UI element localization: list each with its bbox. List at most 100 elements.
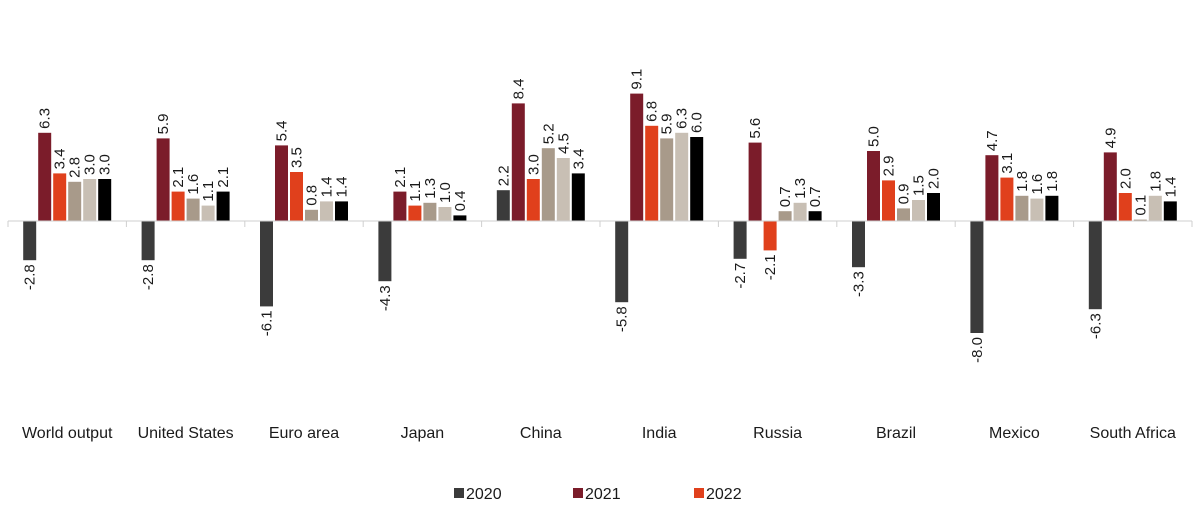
data-label: 5.9	[659, 114, 676, 135]
data-label: -3.3	[851, 271, 868, 297]
category-label: World output	[22, 425, 113, 442]
bar	[748, 142, 762, 221]
data-label: 4.5	[555, 133, 572, 154]
bar	[615, 221, 629, 303]
data-label: 3.0	[525, 154, 542, 175]
bar	[216, 191, 230, 221]
bar	[335, 201, 348, 221]
bar	[408, 205, 422, 221]
bar	[852, 221, 865, 268]
bar	[290, 172, 303, 221]
data-label: 5.4	[274, 121, 291, 142]
data-label: -8.0	[969, 337, 986, 363]
data-label: -2.1	[762, 254, 779, 280]
data-label: -4.3	[377, 285, 394, 311]
bar	[763, 221, 777, 251]
bar	[1133, 219, 1147, 221]
bar	[453, 215, 467, 221]
data-label: 5.6	[747, 118, 764, 139]
bar	[1030, 198, 1044, 221]
category-label: Japan	[401, 425, 445, 442]
data-label: 9.1	[629, 69, 646, 90]
bar	[156, 138, 170, 221]
bar	[897, 208, 910, 221]
bar	[68, 181, 82, 221]
bar	[423, 202, 437, 221]
bar	[970, 221, 984, 333]
data-label: 1.6	[185, 174, 202, 195]
data-label: -6.1	[259, 310, 276, 336]
data-label: 3.0	[97, 154, 114, 175]
bar	[793, 202, 807, 221]
data-label: 8.4	[510, 79, 527, 100]
bar	[778, 211, 792, 221]
data-label: -2.7	[732, 263, 749, 289]
bar	[53, 173, 67, 221]
bar	[171, 191, 185, 221]
data-label: 1.0	[437, 182, 454, 203]
legend: 2020 2021 2022	[454, 486, 742, 503]
category-label: Euro area	[269, 425, 339, 442]
legend-label: 2020	[466, 486, 502, 503]
data-label: -2.8	[140, 264, 157, 290]
data-labels-layer: -2.86.33.42.83.03.0-2.85.92.11.61.12.1-6…	[22, 69, 1180, 363]
data-label: 1.3	[422, 178, 439, 199]
data-label: 1.5	[911, 175, 928, 196]
bar	[808, 211, 822, 221]
bar	[541, 148, 555, 221]
data-label: 6.8	[644, 101, 661, 122]
legend-swatch	[454, 488, 464, 498]
bar	[260, 221, 273, 307]
data-label: 0.1	[1132, 195, 1149, 216]
data-label: 2.0	[1117, 168, 1134, 189]
data-label: 1.3	[792, 178, 809, 199]
data-label: 5.9	[155, 114, 172, 135]
data-label: 4.9	[1102, 128, 1119, 149]
legend-label: 2022	[706, 486, 742, 503]
bar	[83, 179, 97, 221]
bar	[201, 205, 215, 221]
bar	[1015, 195, 1029, 221]
bar	[912, 200, 925, 221]
bar	[1103, 152, 1117, 221]
bar	[645, 125, 659, 221]
bar	[275, 145, 288, 221]
data-label: 1.8	[1044, 171, 1061, 192]
data-label: 2.0	[926, 168, 943, 189]
data-label: 1.1	[407, 181, 424, 202]
data-label: 5.2	[540, 123, 557, 144]
bar	[98, 179, 112, 221]
bar	[882, 180, 895, 221]
data-label: 3.4	[570, 149, 587, 170]
data-label: 1.4	[319, 177, 336, 198]
data-label: -5.8	[614, 306, 631, 332]
data-label: 2.2	[495, 165, 512, 186]
bar	[733, 221, 747, 259]
bar	[1148, 195, 1162, 221]
category-label: Russia	[753, 425, 802, 442]
bar	[690, 137, 704, 221]
bar	[526, 179, 540, 221]
category-label: China	[520, 425, 562, 442]
data-label: 2.8	[67, 157, 84, 178]
data-label: 2.1	[215, 167, 232, 188]
data-label: 1.8	[1014, 171, 1031, 192]
data-label: 0.8	[304, 185, 321, 206]
data-label: 0.4	[452, 191, 469, 212]
bar	[927, 193, 940, 221]
category-label: South Africa	[1090, 425, 1176, 442]
data-label: 5.0	[866, 126, 883, 147]
legend-label: 2021	[585, 486, 621, 503]
data-label: 0.7	[807, 186, 824, 207]
category-label: India	[642, 425, 677, 442]
data-label: 0.7	[777, 186, 794, 207]
data-label: 6.0	[689, 112, 706, 133]
data-label: -6.3	[1087, 313, 1104, 339]
bar	[511, 103, 525, 221]
bar	[438, 207, 452, 221]
bar	[571, 173, 585, 221]
bar	[38, 132, 52, 221]
bar	[393, 191, 407, 221]
bar	[305, 209, 318, 221]
